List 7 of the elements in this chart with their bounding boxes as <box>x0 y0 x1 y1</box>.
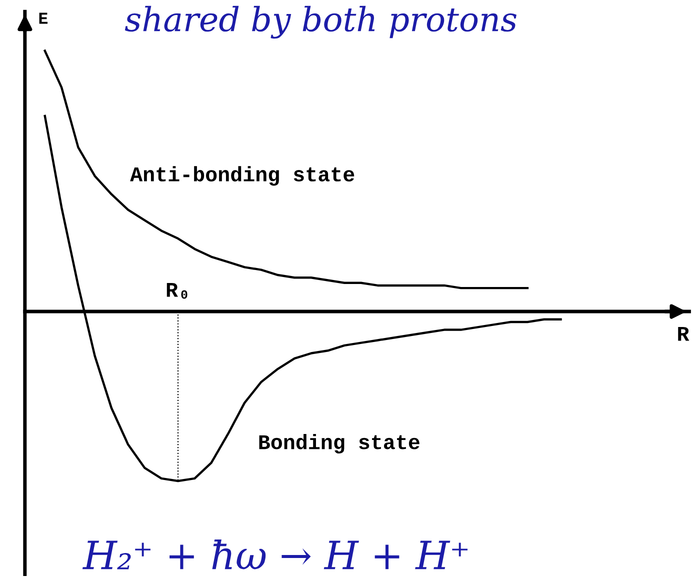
text: H₂⁺ + ħω → H + H⁺ <box>82 540 468 570</box>
y-axis-title: E <box>39 12 48 24</box>
text: shared by both protons <box>124 6 516 39</box>
text: R <box>678 326 690 341</box>
text: R₀ <box>166 283 188 299</box>
annotation: Bonding state <box>259 434 420 454</box>
annotation: Anti-bonding state <box>130 166 354 186</box>
